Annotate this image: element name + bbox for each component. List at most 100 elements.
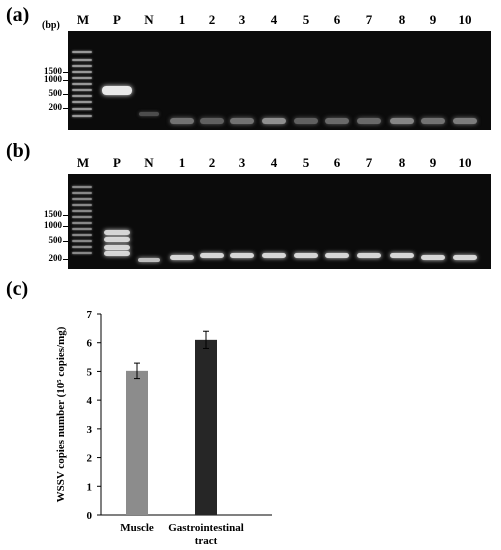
lane-label-2: 2 bbox=[208, 12, 216, 27]
ladder-band bbox=[72, 115, 92, 117]
size-marker-500: 500 bbox=[48, 88, 63, 98]
ladder-band bbox=[72, 210, 92, 212]
size-tick bbox=[63, 72, 68, 73]
sample-band-8 bbox=[390, 118, 414, 124]
positive-control-band bbox=[104, 237, 130, 242]
lane-label-3: 3 bbox=[238, 12, 246, 27]
positive-control-band bbox=[102, 86, 132, 95]
ladder-band bbox=[72, 204, 92, 206]
lane-label-9: 9 bbox=[429, 155, 437, 170]
sample-band-10 bbox=[453, 118, 477, 124]
positive-control-band bbox=[104, 230, 130, 235]
lane-label-10: 10 bbox=[458, 155, 472, 170]
positive-control-band bbox=[104, 251, 130, 256]
negative-control-band bbox=[139, 112, 159, 116]
ladder-band bbox=[72, 101, 92, 103]
sample-band-4 bbox=[262, 253, 286, 258]
lane-label-7: 7 bbox=[365, 155, 373, 170]
lane-label-M: M bbox=[76, 12, 90, 27]
y-tick-label: 0 bbox=[87, 510, 93, 522]
ladder-band bbox=[72, 71, 92, 73]
lane-label-1: 1 bbox=[178, 155, 186, 170]
sample-band-2 bbox=[200, 118, 224, 124]
gel-a-image bbox=[68, 31, 491, 130]
lane-label-2: 2 bbox=[208, 155, 216, 170]
bar-1 bbox=[126, 370, 148, 515]
sample-band-5 bbox=[294, 253, 318, 258]
ladder-band bbox=[72, 77, 92, 79]
y-tick-label: 4 bbox=[87, 395, 93, 407]
lane-label-7: 7 bbox=[365, 12, 373, 27]
lane-label-1: 1 bbox=[178, 12, 186, 27]
ladder-band bbox=[72, 89, 92, 91]
size-tick bbox=[63, 241, 68, 242]
y-tick-label: 3 bbox=[87, 424, 93, 436]
y-tick-label: 6 bbox=[87, 338, 93, 350]
sample-band-7 bbox=[357, 118, 381, 124]
lane-label-P: P bbox=[113, 155, 121, 170]
sample-band-7 bbox=[357, 253, 381, 258]
lane-label-5: 5 bbox=[302, 12, 310, 27]
y-tick-label: 7 bbox=[87, 309, 93, 321]
ladder-band bbox=[72, 59, 92, 61]
sample-band-6 bbox=[325, 253, 349, 258]
ladder-band bbox=[72, 198, 92, 200]
ladder-band bbox=[72, 216, 92, 218]
lane-label-4: 4 bbox=[270, 155, 278, 170]
panel-b-label: (b) bbox=[6, 140, 31, 162]
size-marker-1000: 1000 bbox=[44, 74, 62, 84]
ladder-band bbox=[72, 252, 92, 254]
sample-band-9 bbox=[421, 255, 445, 260]
ladder-band bbox=[72, 51, 92, 53]
lane-label-10: 10 bbox=[458, 12, 472, 27]
panel-c-label: (c) bbox=[6, 278, 29, 300]
negative-control-band bbox=[138, 258, 160, 262]
size-tick bbox=[63, 94, 68, 95]
bar-2 bbox=[195, 339, 217, 515]
size-marker-200: 200 bbox=[48, 102, 63, 112]
size-tick bbox=[63, 226, 68, 227]
x-category-label: Muscle bbox=[120, 522, 154, 534]
bp-unit-label: (bp) bbox=[42, 20, 60, 31]
size-marker-200: 200 bbox=[48, 253, 63, 263]
sample-band-10 bbox=[453, 255, 477, 260]
sample-band-1 bbox=[170, 118, 194, 124]
lane-label-N: N bbox=[144, 155, 154, 170]
y-tick-label: 5 bbox=[87, 366, 93, 378]
ladder-band bbox=[72, 83, 92, 85]
bar-chart: 0 1 2 3 4 5 6 7 WSSV copies number (10⁵ copies/m… bbox=[55, 309, 272, 547]
lane-label-8: 8 bbox=[398, 155, 406, 170]
size-tick bbox=[63, 80, 68, 81]
lane-label-M: M bbox=[76, 155, 90, 170]
sample-band-5 bbox=[294, 118, 318, 124]
sample-band-4 bbox=[262, 118, 286, 124]
sample-band-9 bbox=[421, 118, 445, 124]
sample-band-2 bbox=[200, 253, 224, 258]
lane-label-9: 9 bbox=[429, 12, 437, 27]
ladder-band bbox=[72, 240, 92, 242]
sample-band-1 bbox=[170, 255, 194, 260]
lane-label-4: 4 bbox=[270, 12, 278, 27]
ladder-band bbox=[72, 228, 92, 230]
ladder-band bbox=[72, 222, 92, 224]
ladder-band bbox=[72, 186, 92, 188]
ladder-band bbox=[72, 95, 92, 97]
lane-label-P: P bbox=[113, 12, 121, 27]
y-tick-label: 2 bbox=[87, 453, 93, 465]
size-tick bbox=[63, 108, 68, 109]
size-marker-1500: 1500 bbox=[44, 209, 62, 219]
gel-b-image bbox=[68, 174, 491, 269]
size-marker-1000: 1000 bbox=[44, 220, 62, 230]
sample-band-3 bbox=[230, 253, 254, 258]
lane-label-8: 8 bbox=[398, 12, 406, 27]
positive-control-band bbox=[104, 245, 130, 250]
x-category-label: Gastrointestinal bbox=[168, 522, 244, 534]
lane-label-6: 6 bbox=[333, 155, 341, 170]
lane-label-3: 3 bbox=[238, 155, 246, 170]
y-tick-label: 1 bbox=[87, 481, 93, 493]
ladder-band bbox=[72, 234, 92, 236]
y-axis-title: WSSV copies number (10⁵ copies/mg) bbox=[55, 326, 67, 502]
size-tick bbox=[63, 259, 68, 260]
panel-a-label: (a) bbox=[6, 4, 30, 26]
ladder-band bbox=[72, 108, 92, 110]
